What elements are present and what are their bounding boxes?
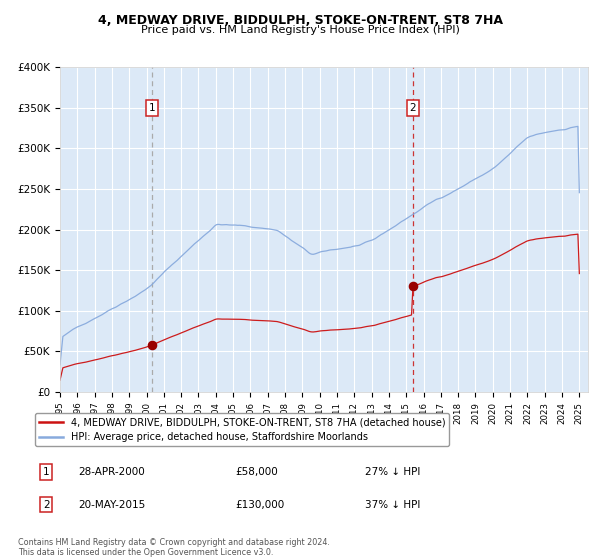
Text: 20-MAY-2015: 20-MAY-2015 bbox=[79, 500, 146, 510]
Text: 2: 2 bbox=[43, 500, 50, 510]
Text: £130,000: £130,000 bbox=[235, 500, 284, 510]
Text: 1: 1 bbox=[149, 103, 155, 113]
Point bbox=[147, 340, 157, 349]
Text: Contains HM Land Registry data © Crown copyright and database right 2024.
This d: Contains HM Land Registry data © Crown c… bbox=[18, 538, 330, 557]
Text: 4, MEDWAY DRIVE, BIDDULPH, STOKE-ON-TRENT, ST8 7HA: 4, MEDWAY DRIVE, BIDDULPH, STOKE-ON-TREN… bbox=[97, 14, 503, 27]
Legend: 4, MEDWAY DRIVE, BIDDULPH, STOKE-ON-TRENT, ST8 7HA (detached house), HPI: Averag: 4, MEDWAY DRIVE, BIDDULPH, STOKE-ON-TREN… bbox=[35, 413, 449, 446]
Text: 27% ↓ HPI: 27% ↓ HPI bbox=[365, 467, 420, 477]
Text: 37% ↓ HPI: 37% ↓ HPI bbox=[365, 500, 420, 510]
Point bbox=[408, 282, 418, 291]
Text: 2: 2 bbox=[409, 103, 416, 113]
Text: 28-APR-2000: 28-APR-2000 bbox=[79, 467, 145, 477]
Text: £58,000: £58,000 bbox=[235, 467, 278, 477]
Text: Price paid vs. HM Land Registry's House Price Index (HPI): Price paid vs. HM Land Registry's House … bbox=[140, 25, 460, 35]
Text: 1: 1 bbox=[43, 467, 50, 477]
